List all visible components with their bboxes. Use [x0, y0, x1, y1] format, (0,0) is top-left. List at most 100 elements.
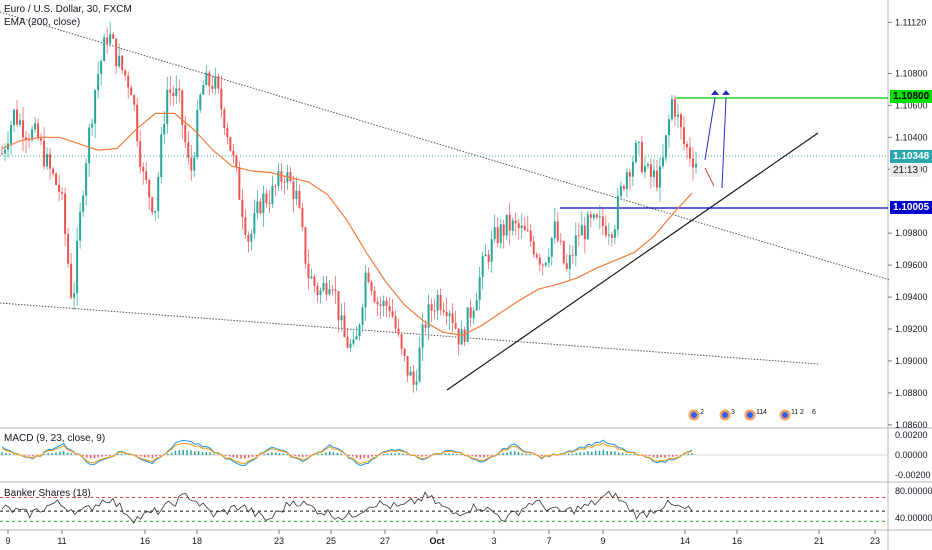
candle-body: [43, 140, 46, 167]
macd-label[interactable]: MACD (9, 23, close, 9): [4, 433, 106, 444]
candle-body: [247, 234, 250, 242]
candle-body: [559, 240, 562, 242]
candle-body: [166, 89, 169, 125]
candle-body: [298, 190, 301, 208]
candle-body: [76, 240, 79, 294]
candle-body: [520, 225, 523, 229]
candle-body: [79, 211, 82, 241]
macd-y-tick: 0.00200: [895, 430, 928, 440]
y-tick-label: 1.09200: [895, 324, 928, 334]
candle-body: [46, 154, 49, 167]
candle-body: [370, 281, 373, 291]
candle-body: [652, 170, 655, 178]
candle-body: [4, 149, 7, 154]
candle-body: [49, 154, 52, 169]
candle-body: [577, 235, 580, 237]
candle-body: [445, 311, 448, 317]
candle-body: [655, 170, 658, 188]
candle-body: [349, 343, 352, 348]
candle-body: [343, 315, 346, 338]
candle-body: [328, 289, 331, 295]
candle-body: [367, 272, 370, 282]
candle-body: [616, 195, 619, 230]
candle-body: [454, 323, 457, 329]
candle-body: [421, 324, 424, 348]
candle-body: [208, 72, 211, 87]
candle-body: [649, 164, 652, 178]
candle-body: [307, 263, 310, 279]
candle-body: [346, 337, 349, 348]
candle-body: [241, 199, 244, 218]
ema-legend[interactable]: EMA (200, close): [4, 17, 81, 28]
candle-body: [91, 123, 94, 128]
candle-body: [610, 234, 613, 238]
candle-body: [136, 104, 139, 142]
candle-body: [34, 123, 37, 130]
main-legend: Euro / U.S. Dollar, 30, FXCM EMA (200, c…: [4, 3, 132, 29]
candle-body: [187, 142, 190, 158]
candle-body: [379, 304, 382, 307]
candle-body: [691, 158, 694, 168]
x-tick-label: 14: [680, 536, 690, 546]
candles: [1, 21, 697, 393]
candle-body: [106, 37, 109, 44]
candle-body: [373, 290, 376, 302]
event-markers[interactable]: 2 3 11 114 2 6: [687, 408, 816, 422]
candle-body: [505, 214, 508, 236]
candle-body: [127, 75, 130, 88]
candle-body: [361, 307, 364, 325]
candle-body: [13, 109, 16, 125]
candle-body: [100, 61, 103, 74]
candle-body: [661, 157, 664, 167]
candle-body: [223, 109, 226, 129]
candle-body: [160, 134, 163, 178]
candle-body: [451, 313, 454, 324]
candle-body: [118, 55, 121, 67]
x-tick-label: 9: [5, 536, 10, 546]
event-flag-icon-inner: [747, 412, 753, 418]
candle-body: [695, 163, 697, 168]
banker-shares-line: [1, 490, 693, 524]
macd-y-tick: 0.00000: [895, 450, 928, 460]
candle-body: [97, 73, 100, 91]
candle-body: [85, 163, 88, 196]
x-tick-label: 23: [870, 536, 880, 546]
current-price-tag: 1.10348: [890, 150, 932, 163]
candle-body: [292, 181, 295, 199]
projection-arrow-down: [704, 167, 715, 187]
candle-body: [52, 168, 55, 174]
candle-body: [124, 70, 127, 76]
symbol-title[interactable]: Euro / U.S. Dollar, 30, FXCM: [4, 4, 132, 15]
candle-body: [256, 201, 259, 214]
banker-shares-label[interactable]: Banker Shares (18): [4, 488, 91, 499]
candle-body: [130, 87, 133, 96]
candle-body: [295, 190, 298, 199]
candle-body: [457, 328, 460, 345]
candle-body: [424, 324, 427, 328]
drawings[interactable]: [0, 11, 891, 391]
candle-body: [601, 216, 604, 226]
candle-body: [226, 128, 229, 138]
macd-signal-line: [1, 442, 693, 465]
candle-body: [595, 214, 598, 218]
candle-body: [628, 172, 631, 177]
candle-body: [340, 315, 343, 321]
candle-body: [67, 233, 70, 264]
candle-body: [406, 356, 409, 376]
candle-body: [58, 184, 61, 192]
candle-body: [262, 193, 265, 214]
candle-body: [538, 257, 541, 265]
candle-body: [463, 329, 466, 342]
candle-body: [358, 324, 361, 337]
candle-body: [403, 348, 406, 357]
ascending-trendline: [446, 132, 819, 391]
candle-body: [640, 142, 643, 173]
candle-body: [664, 135, 667, 158]
event-count: 4: [763, 409, 767, 416]
candle-body: [82, 195, 85, 212]
candle-body: [514, 220, 517, 224]
candle-body: [235, 155, 238, 168]
candle-body: [475, 300, 478, 311]
candle-body: [238, 167, 241, 200]
event-count: 2: [700, 409, 704, 416]
